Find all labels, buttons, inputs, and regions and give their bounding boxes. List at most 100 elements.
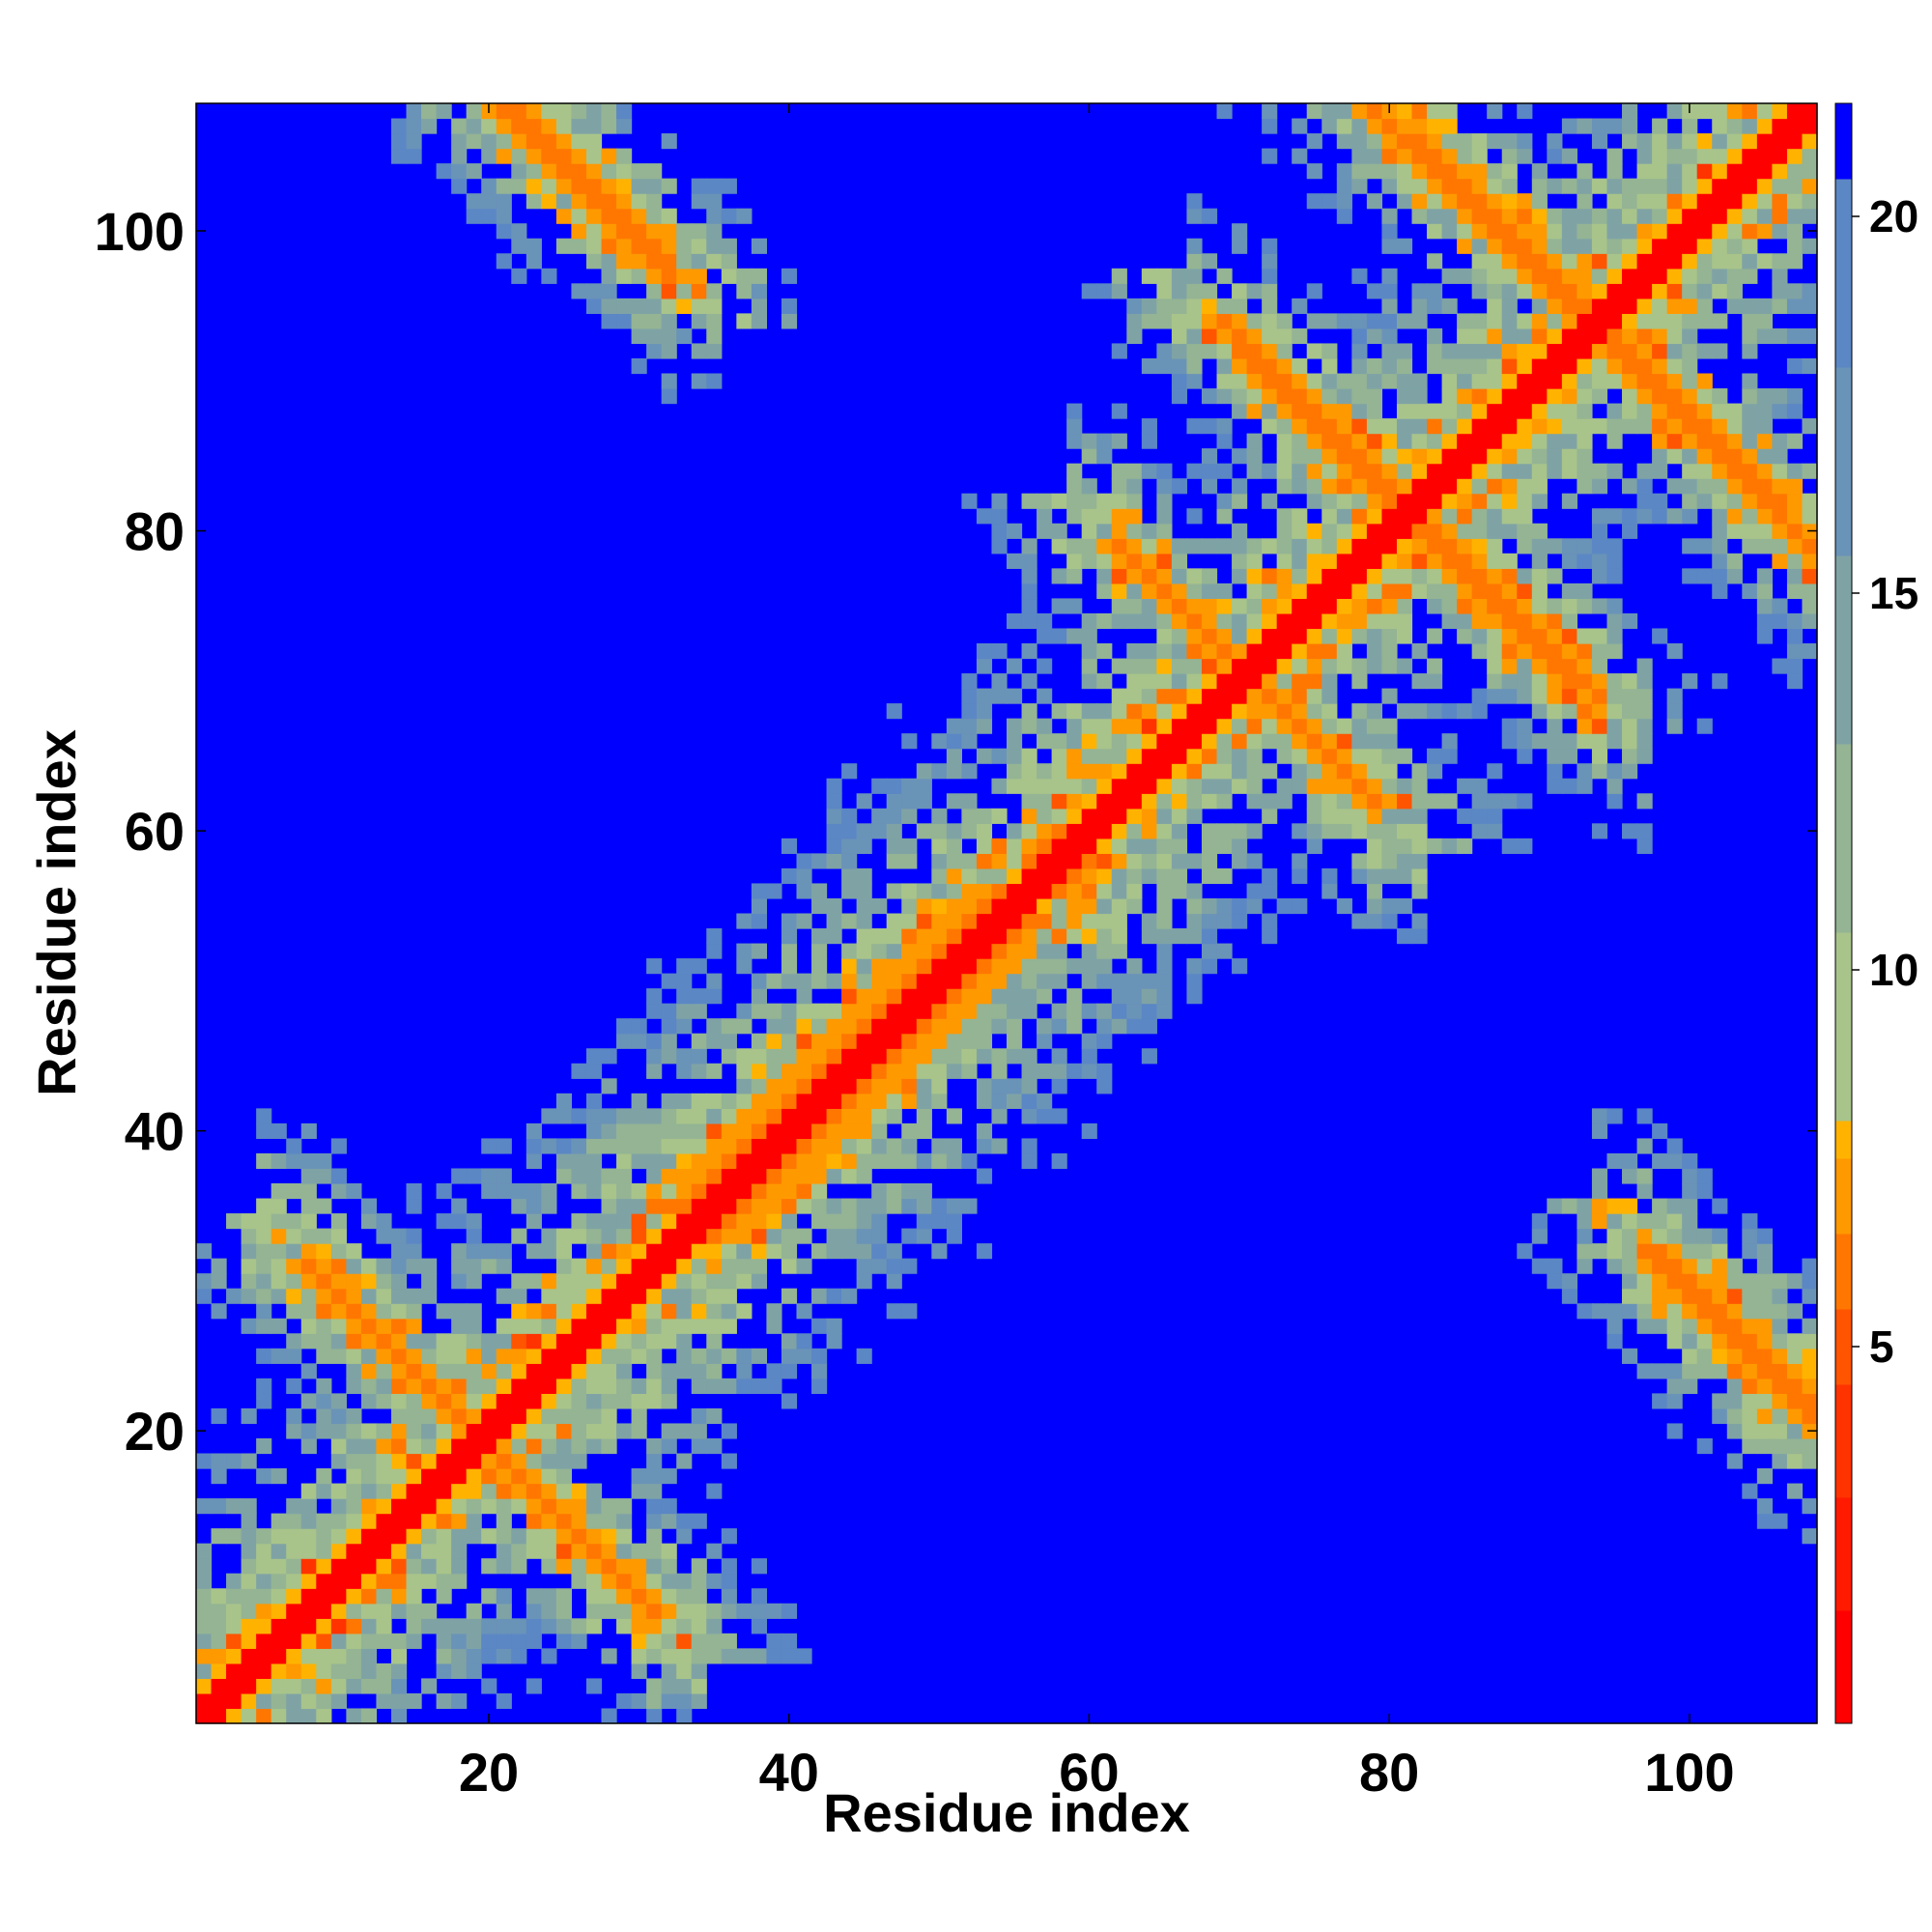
heatmap-cell <box>1081 913 1097 929</box>
heatmap-cell <box>286 1678 302 1694</box>
heatmap-cell <box>631 1228 647 1244</box>
heatmap-cell <box>1141 733 1157 750</box>
heatmap-cell <box>1306 478 1322 495</box>
heatmap-cell <box>481 1648 497 1664</box>
heatmap-cell <box>1772 163 1788 180</box>
heatmap-cell <box>1186 373 1203 389</box>
heatmap-cell <box>1786 1437 1804 1455</box>
heatmap-cell <box>1561 553 1578 569</box>
heatmap-cell <box>1606 373 1623 389</box>
heatmap-cell <box>256 1437 272 1455</box>
heatmap-cell <box>496 1183 512 1200</box>
heatmap-cell <box>1666 253 1683 270</box>
heatmap-cell <box>1396 178 1413 194</box>
heatmap-cell <box>766 1033 782 1049</box>
heatmap-cell <box>1487 582 1503 600</box>
heatmap-cell <box>1321 703 1338 720</box>
heatmap-cell <box>1351 148 1368 164</box>
heatmap-cell <box>661 1003 677 1019</box>
heatmap-cell <box>1246 388 1263 405</box>
heatmap-cell <box>511 118 527 134</box>
heatmap-cell <box>1471 163 1488 180</box>
heatmap-cell <box>691 1513 707 1529</box>
heatmap-cell <box>1756 582 1773 600</box>
heatmap-cell <box>1066 703 1083 720</box>
heatmap-cell <box>1186 628 1203 644</box>
heatmap-cell <box>1591 388 1608 405</box>
heatmap-cell <box>1547 463 1563 479</box>
heatmap-cell <box>781 1363 798 1379</box>
heatmap-cell <box>1501 793 1518 810</box>
heatmap-cell <box>961 943 978 959</box>
heatmap-cell <box>1216 793 1233 810</box>
heatmap-cell <box>1696 418 1713 435</box>
heatmap-cell <box>1487 763 1503 780</box>
heatmap-cell <box>196 1243 213 1260</box>
heatmap-cell <box>1742 193 1758 210</box>
heatmap-cell <box>466 118 482 134</box>
heatmap-cell <box>466 103 482 120</box>
heatmap-cell <box>286 1258 302 1274</box>
heatmap-cell <box>571 1303 587 1320</box>
heatmap-cell <box>1381 718 1398 734</box>
heatmap-cell <box>1501 733 1518 750</box>
heatmap-cell <box>1441 298 1458 314</box>
heatmap-cell <box>841 1228 858 1244</box>
heatmap-cell <box>1262 928 1278 945</box>
heatmap-cell <box>481 1453 497 1469</box>
heatmap-cell <box>1547 568 1563 584</box>
heatmap-cell <box>1756 403 1773 419</box>
heatmap-cell <box>571 1393 587 1409</box>
heatmap-cell <box>1366 808 1383 824</box>
heatmap-cell <box>1141 418 1157 435</box>
heatmap-cell <box>511 1618 527 1634</box>
heatmap-cell <box>601 148 617 164</box>
heatmap-cell <box>1381 748 1398 764</box>
heatmap-cell <box>360 1213 378 1230</box>
heatmap-cell <box>1186 313 1203 329</box>
heatmap-cell <box>766 1318 782 1334</box>
heatmap-cell <box>1292 867 1308 885</box>
heatmap-cell <box>1517 523 1533 539</box>
heatmap-cell <box>1126 883 1143 899</box>
heatmap-cell <box>481 1678 497 1694</box>
heatmap-cell <box>1682 388 1698 405</box>
heatmap-cell <box>390 1228 408 1244</box>
heatmap-cell <box>1396 103 1413 120</box>
heatmap-cell <box>1126 703 1143 720</box>
heatmap-cell <box>1111 612 1127 630</box>
heatmap-cell <box>841 943 858 959</box>
heatmap-cell <box>1772 1437 1788 1455</box>
heatmap-cell <box>661 1437 677 1455</box>
colorbar-level <box>1835 1158 1852 1235</box>
heatmap-cell <box>1007 658 1023 674</box>
x-axis: 20 40 60 80 100 <box>459 103 1735 1803</box>
heatmap-cell <box>1081 658 1097 674</box>
heatmap-cell <box>390 1662 408 1680</box>
heatmap-cell <box>751 1093 768 1109</box>
heatmap-cell <box>585 163 603 180</box>
heatmap-cell <box>481 1407 497 1425</box>
heatmap-cell <box>661 208 677 224</box>
heatmap-cell <box>1396 343 1413 359</box>
heatmap-cell <box>1292 118 1308 134</box>
heatmap-cell <box>1547 133 1563 150</box>
heatmap-cell <box>646 1138 663 1154</box>
heatmap-cell <box>1636 718 1653 734</box>
heatmap-cell <box>1171 343 1188 359</box>
heatmap-cell <box>946 958 962 975</box>
heatmap-cell <box>436 1633 452 1649</box>
heatmap-cell <box>946 1048 962 1065</box>
heatmap-cell <box>1111 1003 1127 1019</box>
heatmap-cell <box>1051 763 1067 780</box>
heatmap-cell <box>1381 343 1398 359</box>
heatmap-cell <box>1276 897 1293 915</box>
heatmap-cell <box>1652 493 1668 509</box>
heatmap-cell <box>1411 178 1428 194</box>
heatmap-cell <box>1396 523 1413 539</box>
heatmap-cell <box>646 1033 663 1049</box>
heatmap-cell <box>316 1648 332 1664</box>
heatmap-cell <box>211 1618 227 1634</box>
heatmap-cell <box>1802 118 1818 134</box>
heatmap-cell <box>1381 808 1398 824</box>
